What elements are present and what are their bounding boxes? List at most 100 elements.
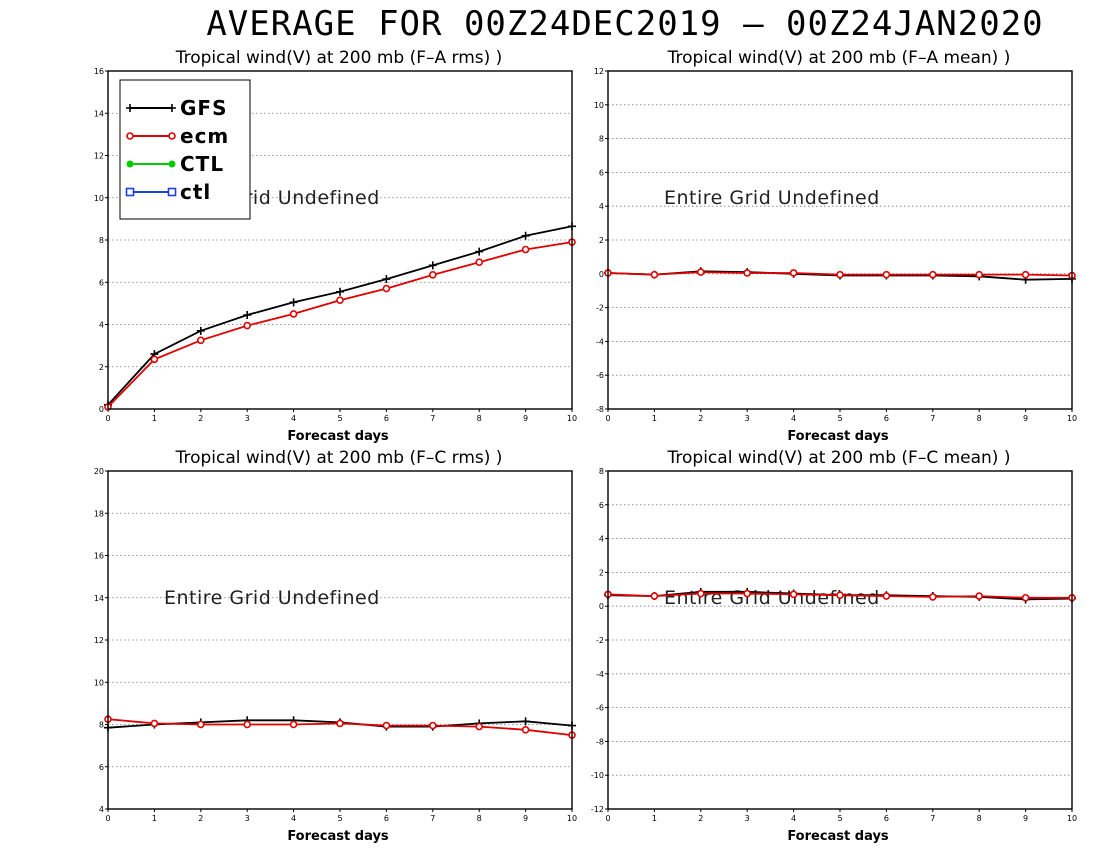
series-line-gfs <box>107 225 573 406</box>
main-title: AVERAGE FOR 00Z24DEC2019 – 00Z24JAN2020 <box>206 4 1044 44</box>
legend-label: ecm <box>180 124 229 148</box>
legend-marker <box>126 104 134 112</box>
legend-marker <box>125 187 135 197</box>
y-tick-label: -12 <box>591 805 604 814</box>
x-tick-label: 10 <box>1067 814 1077 823</box>
y-tick-label: 14 <box>94 109 104 118</box>
grid-undefined-annotation: Entire Grid Undefined <box>164 587 380 609</box>
y-tick-label: 4 <box>99 321 104 330</box>
data-point-ecm <box>650 270 659 279</box>
x-tick-label: 7 <box>430 414 435 423</box>
data-point-ecm <box>1021 270 1030 279</box>
data-point-ecm <box>336 719 344 728</box>
legend-box <box>119 79 251 220</box>
chart-title: Tropical wind(V) at 200 mb (F–A rms) ) <box>175 48 503 68</box>
y-tick-label: -2 <box>596 636 604 645</box>
legend-marker <box>126 160 134 168</box>
y-tick-label: -4 <box>596 670 604 679</box>
data-point-ecm <box>836 270 844 279</box>
y-tick-label: 10 <box>94 194 104 203</box>
x-tick-label: 3 <box>745 814 750 823</box>
legend-label: GFS <box>180 96 227 120</box>
y-tick-label: 10 <box>94 678 104 687</box>
x-tick-label: 3 <box>245 414 250 423</box>
data-point-ecm <box>289 720 298 729</box>
plot-frame <box>607 470 1073 810</box>
data-point-gfs <box>428 261 437 270</box>
x-tick-label: 10 <box>1067 414 1077 423</box>
y-tick-label: -6 <box>596 704 604 713</box>
x-tick-label: 5 <box>337 414 342 423</box>
data-point-gfs <box>521 717 530 726</box>
data-point-ecm <box>289 310 298 318</box>
x-tick-label: 10 <box>567 814 577 823</box>
x-tick-label: 10 <box>567 414 577 423</box>
data-point-ecm <box>696 589 705 598</box>
y-tick-label: 6 <box>99 763 104 772</box>
data-point-gfs <box>336 287 344 296</box>
x-tick-label: 5 <box>837 414 842 423</box>
y-tick-label: 2 <box>599 236 604 245</box>
y-tick-label: 8 <box>99 721 104 730</box>
x-tick-label: 6 <box>384 814 389 823</box>
data-point-ecm <box>789 590 798 599</box>
x-tick-label: 9 <box>523 414 528 423</box>
x-tick-label: 5 <box>837 814 842 823</box>
x-tick-label: 4 <box>791 414 796 423</box>
y-tick-label: 2 <box>599 568 604 577</box>
legend-marker <box>126 132 134 140</box>
x-tick-label: 6 <box>884 414 889 423</box>
x-tick-label: 7 <box>930 414 935 423</box>
legend-marker <box>168 132 176 140</box>
chart-panel-3: Tropical wind(V) at 200 mb (F–C rms) ) 4 6… <box>94 448 577 844</box>
data-point-ecm <box>475 258 484 266</box>
y-tick-label: 18 <box>94 509 104 518</box>
data-point-ecm <box>475 722 484 731</box>
x-tick-label: 0 <box>605 814 610 823</box>
data-point-ecm <box>428 271 437 279</box>
legend-label: CTL <box>180 152 224 176</box>
x-tick-label: 8 <box>477 414 482 423</box>
data-point-ecm <box>336 296 344 305</box>
data-point-ecm <box>428 721 437 730</box>
grid-undefined-annotation: Entire Grid Undefined <box>664 587 880 609</box>
x-tick-label: 1 <box>652 814 657 823</box>
y-tick-label: 12 <box>94 636 104 645</box>
x-tick-label: 5 <box>337 814 342 823</box>
data-point-gfs <box>475 247 484 256</box>
y-tick-label: 4 <box>99 805 104 814</box>
legend-marker <box>167 187 177 197</box>
x-tick-label: 3 <box>245 814 250 823</box>
y-tick-label: 4 <box>599 202 604 211</box>
data-point-ecm <box>650 592 659 600</box>
chart-panel-4: Tropical wind(V) at 200 mb (F–C mean) ) -… <box>591 448 1077 844</box>
y-tick-label: -10 <box>591 771 604 780</box>
y-tick-label: 0 <box>599 270 604 279</box>
y-tick-label: 6 <box>599 501 604 510</box>
data-point-gfs <box>243 310 252 319</box>
y-tick-label: 20 <box>94 467 104 476</box>
y-tick-label: 0 <box>599 602 604 611</box>
data-point-gfs <box>382 275 391 284</box>
y-tick-label: 6 <box>99 278 104 287</box>
data-point-ecm <box>382 284 391 293</box>
grid-undefined-annotation: Entire Grid Undefined <box>664 187 880 209</box>
data-point-ecm <box>150 355 159 364</box>
x-tick-label: 9 <box>1023 414 1028 423</box>
x-tick-label: 8 <box>977 814 982 823</box>
chart-title: Tropical wind(V) at 200 mb (F–C rms) ) <box>175 448 503 468</box>
x-axis-label: Forecast days <box>787 429 889 444</box>
plot-frame <box>107 70 573 410</box>
y-tick-label: -6 <box>596 371 604 380</box>
x-axis-label: Forecast days <box>787 829 889 844</box>
y-tick-label: 8 <box>99 236 104 245</box>
data-point-ecm <box>743 589 752 598</box>
data-point-ecm <box>882 270 891 279</box>
x-tick-label: 9 <box>1023 814 1028 823</box>
data-point-ecm <box>975 270 984 279</box>
x-tick-label: 1 <box>152 414 157 423</box>
y-tick-label: -8 <box>596 405 604 414</box>
data-point-ecm <box>1021 593 1030 602</box>
data-point-ecm <box>521 725 530 734</box>
